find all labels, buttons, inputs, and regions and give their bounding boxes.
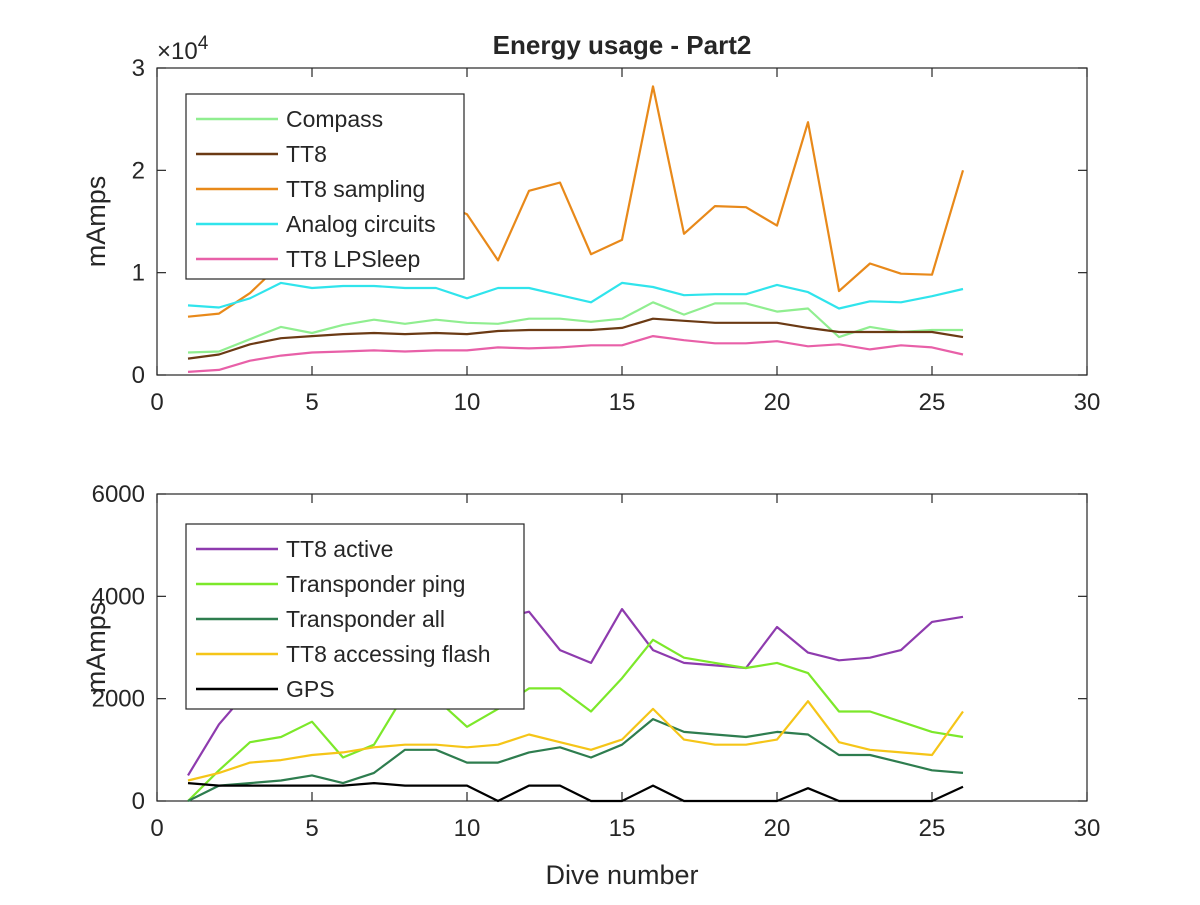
legend: TT8 active Transponder ping Transponder al… (185, 523, 525, 710)
y-axis-label: mAmps (81, 176, 111, 268)
legend-label: TT8 active (286, 536, 393, 562)
legend-label: Analog circuits (286, 211, 436, 237)
x-tick-label: 5 (305, 815, 318, 842)
y-tick-label: 2 (132, 157, 145, 184)
series-line-gps (187, 781, 964, 803)
series-line-tt8 (187, 317, 964, 360)
series-line-transponder-all (187, 717, 964, 802)
legend-label: TT8 accessing flash (286, 641, 491, 667)
x-tick-label: 10 (454, 815, 481, 842)
x-tick-label: 5 (305, 389, 318, 416)
bottom-subplot: 0 5 10 15 20 25 30 0 2000 4000 6000 mAmps Dive numbe… (81, 481, 1100, 890)
y-tick-label: 0 (132, 788, 145, 815)
y-tick-label: 1 (132, 260, 145, 287)
y-tick-label: 2000 (92, 686, 145, 713)
series-line-tt8-accessing-flash (187, 700, 964, 782)
y-tick-label: 0 (132, 362, 145, 389)
y-axis-label: mAmps (81, 602, 111, 694)
legend-label: TT8 sampling (286, 176, 425, 202)
legend-label: TT8 LPSleep (286, 246, 420, 272)
x-tick-label: 15 (609, 815, 636, 842)
legend: Compass TT8 TT8 sampling Analog circuits TT8… (185, 93, 465, 280)
x-tick-label: 20 (764, 389, 791, 416)
y-tick-label: 3 (132, 55, 145, 82)
x-tick-label: 0 (150, 389, 163, 416)
y-exponent-label: ×104 (157, 33, 209, 65)
y-tick-label: 4000 (92, 583, 145, 610)
x-tick-label: 30 (1074, 389, 1101, 416)
legend-label: TT8 (286, 141, 327, 167)
x-tick-label: 20 (764, 815, 791, 842)
series-line-analog-circuits (187, 281, 964, 310)
x-tick-label: 10 (454, 389, 481, 416)
series-line-transponder-ping (187, 638, 964, 802)
x-tick-label: 0 (150, 815, 163, 842)
series-line-tt8-lpsleep (187, 335, 964, 373)
legend-label: Transponder all (286, 606, 445, 632)
x-tick-label: 25 (919, 815, 946, 842)
chart-title: Energy usage - Part2 (493, 30, 752, 60)
x-tick-label: 15 (609, 389, 636, 416)
x-tick-label: 25 (919, 389, 946, 416)
legend-box (185, 93, 465, 280)
top-subplot: 0 5 10 15 20 25 30 0 1 2 3 ×104 Energy usage - Part2… (81, 30, 1100, 416)
x-tick-label: 30 (1074, 815, 1101, 842)
x-axis-label: Dive number (545, 860, 698, 890)
legend-label: Transponder ping (286, 571, 465, 597)
legend-box (185, 523, 525, 710)
y-tick-label: 6000 (92, 481, 145, 508)
legend-label: GPS (286, 676, 335, 702)
legend-label: Compass (286, 106, 383, 132)
